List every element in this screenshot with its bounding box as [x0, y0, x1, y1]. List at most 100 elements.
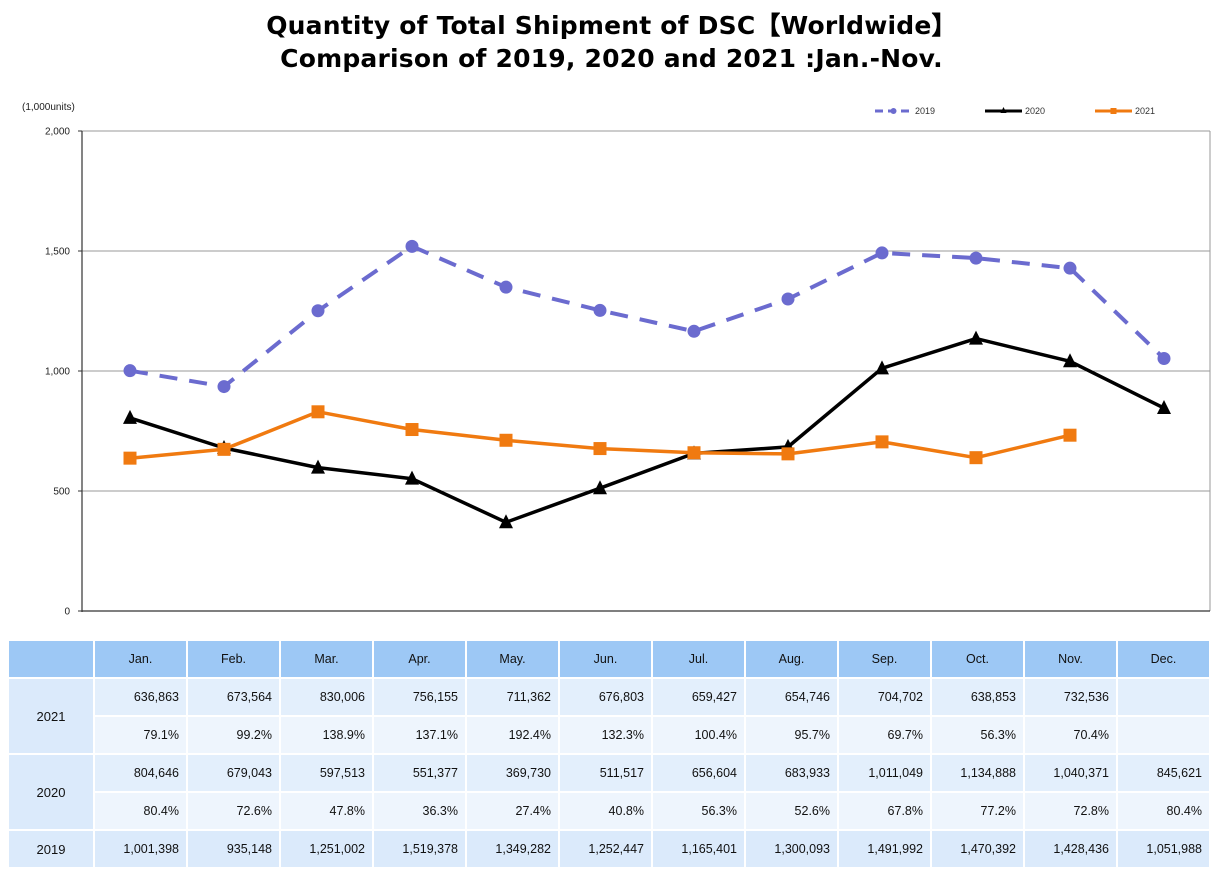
data-point-2020: [875, 360, 889, 375]
table-cell-units: 551,377: [374, 755, 465, 791]
table-header-nov: Nov.: [1025, 641, 1116, 677]
legend-item-2019: 2019: [875, 106, 935, 116]
table-header-oct: Oct.: [932, 641, 1023, 677]
y-tick-label: 0: [64, 607, 70, 618]
table-cell-percent: 77.2%: [932, 793, 1023, 829]
data-point-2020: [593, 480, 607, 495]
table-cell-units: 1,134,888: [932, 755, 1023, 791]
data-point-2019: [1157, 352, 1171, 366]
table-header-sep: Sep.: [839, 641, 930, 677]
data-point-2019: [405, 239, 419, 253]
table-cell-percent: 69.7%: [839, 717, 930, 753]
table-cell-percent: 138.9%: [281, 717, 372, 753]
table-cell-units: 1,470,392: [932, 831, 1023, 867]
table-cell-units: 659,427: [653, 679, 744, 715]
table-header-jan: Jan.: [95, 641, 186, 677]
table-cell-units: 511,517: [560, 755, 651, 791]
table-header-may: May.: [467, 641, 558, 677]
table-cell-units: 732,536: [1025, 679, 1116, 715]
legend-marker-circle-icon: [890, 108, 897, 114]
legend-item-2021: 2021: [1095, 106, 1155, 116]
table-cell-units: 1,300,093: [746, 831, 837, 867]
table-cell-percent: 80.4%: [95, 793, 186, 829]
table-cell-percent: 192.4%: [467, 717, 558, 753]
data-point-2021: [123, 451, 137, 465]
legend-label: 2021: [1135, 106, 1155, 116]
table-cell-percent: 95.7%: [746, 717, 837, 753]
table-cell-units: 935,148: [188, 831, 279, 867]
row-year-label: 2019: [9, 831, 93, 867]
data-point-2021: [217, 442, 231, 456]
table-cell-units: 830,006: [281, 679, 372, 715]
chart-title-line-1: Quantity of Total Shipment of DSC【Worldw…: [266, 11, 957, 40]
data-point-2019: [123, 364, 137, 378]
table-cell-percent: [1118, 717, 1209, 753]
table-cell-units: 369,730: [467, 755, 558, 791]
row-year-label: 2021: [9, 679, 93, 753]
legend-marker-triangle-icon: [1000, 107, 1007, 113]
table-cell-percent: 52.6%: [746, 793, 837, 829]
table-cell-percent: 67.8%: [839, 793, 930, 829]
data-point-2020: [499, 514, 513, 529]
table-corner-cell: [9, 641, 93, 677]
table-cell-units: 711,362: [467, 679, 558, 715]
data-point-2021: [781, 447, 795, 461]
y-tick-label: 500: [53, 487, 70, 498]
table-cell-units: 704,702: [839, 679, 930, 715]
series-2020: [123, 330, 1171, 529]
data-point-2021: [499, 433, 513, 447]
table-cell-percent: 70.4%: [1025, 717, 1116, 753]
data-point-2021: [593, 442, 607, 456]
table-cell-percent: 100.4%: [653, 717, 744, 753]
table-cell-units: 679,043: [188, 755, 279, 791]
legend-label: 2019: [915, 106, 935, 116]
y-tick-label: 1,500: [45, 247, 70, 258]
chart-title-line-2: Comparison of 2019, 2020 and 2021 :Jan.-…: [280, 44, 943, 73]
y-tick-label: 1,000: [45, 367, 70, 378]
legend-marker-square-icon: [1110, 108, 1117, 114]
table-cell-units: 845,621: [1118, 755, 1209, 791]
data-point-2021: [969, 451, 983, 465]
table-header-jun: Jun.: [560, 641, 651, 677]
table-cell-units: 676,803: [560, 679, 651, 715]
data-point-2019: [311, 304, 325, 318]
series-2019: [123, 239, 1171, 394]
table-cell-units: 1,349,282: [467, 831, 558, 867]
table-cell-units: 1,165,401: [653, 831, 744, 867]
table-cell-units: 597,513: [281, 755, 372, 791]
table-cell-units: 1,491,992: [839, 831, 930, 867]
table-cell-percent: 132.3%: [560, 717, 651, 753]
table-row-2021-units: 2021 636,863 673,564 830,006 756,155 711,362 6…: [9, 679, 1209, 753]
data-point-2020: [1157, 400, 1171, 415]
table-header-jul: Jul.: [653, 641, 744, 677]
table-cell-units: 1,252,447: [560, 831, 651, 867]
table-cell-percent: 72.6%: [188, 793, 279, 829]
table-cell-percent: 27.4%: [467, 793, 558, 829]
table-cell-percent: 137.1%: [374, 717, 465, 753]
table-header-feb: Feb.: [188, 641, 279, 677]
table-cell-percent: 56.3%: [653, 793, 744, 829]
table-header-aug: Aug.: [746, 641, 837, 677]
table-cell-percent: 79.1%: [95, 717, 186, 753]
data-point-2021: [1063, 428, 1077, 442]
table-cell-percent: 56.3%: [932, 717, 1023, 753]
table-cell-units: 1,011,049: [839, 755, 930, 791]
table-cell-percent: 40.8%: [560, 793, 651, 829]
table-cell-units: 756,155: [374, 679, 465, 715]
data-point-2020: [311, 459, 325, 474]
table-cell-units: 636,863: [95, 679, 186, 715]
table-row-2021-yoy-percent: 79.1% 99.2% 138.9% 137.1% 192.4% 132.3% 100.4%…: [9, 717, 1209, 753]
table-cell-units: 638,853: [932, 679, 1023, 715]
data-point-2019: [781, 292, 795, 306]
table-row-2019-units: 2019 1,001,398 935,148 1,251,002 1,519,378 1,…: [9, 831, 1209, 867]
table-cell-percent: 72.8%: [1025, 793, 1116, 829]
table-cell-units: 656,604: [653, 755, 744, 791]
table-cell-units: 1,428,436: [1025, 831, 1116, 867]
table-cell-units: 1,519,378: [374, 831, 465, 867]
series-2021: [123, 405, 1077, 465]
data-point-2021: [405, 423, 419, 437]
data-point-2020: [1063, 353, 1077, 368]
data-point-2021: [875, 435, 889, 449]
data-table: Jan. Feb. Mar. Apr. May. Jun. Jul. Aug. Sep. Oct.…: [7, 639, 1211, 869]
table-row-2020-yoy-percent: 80.4% 72.6% 47.8% 36.3% 27.4% 40.8% 56.3% 52.6%…: [9, 793, 1209, 829]
